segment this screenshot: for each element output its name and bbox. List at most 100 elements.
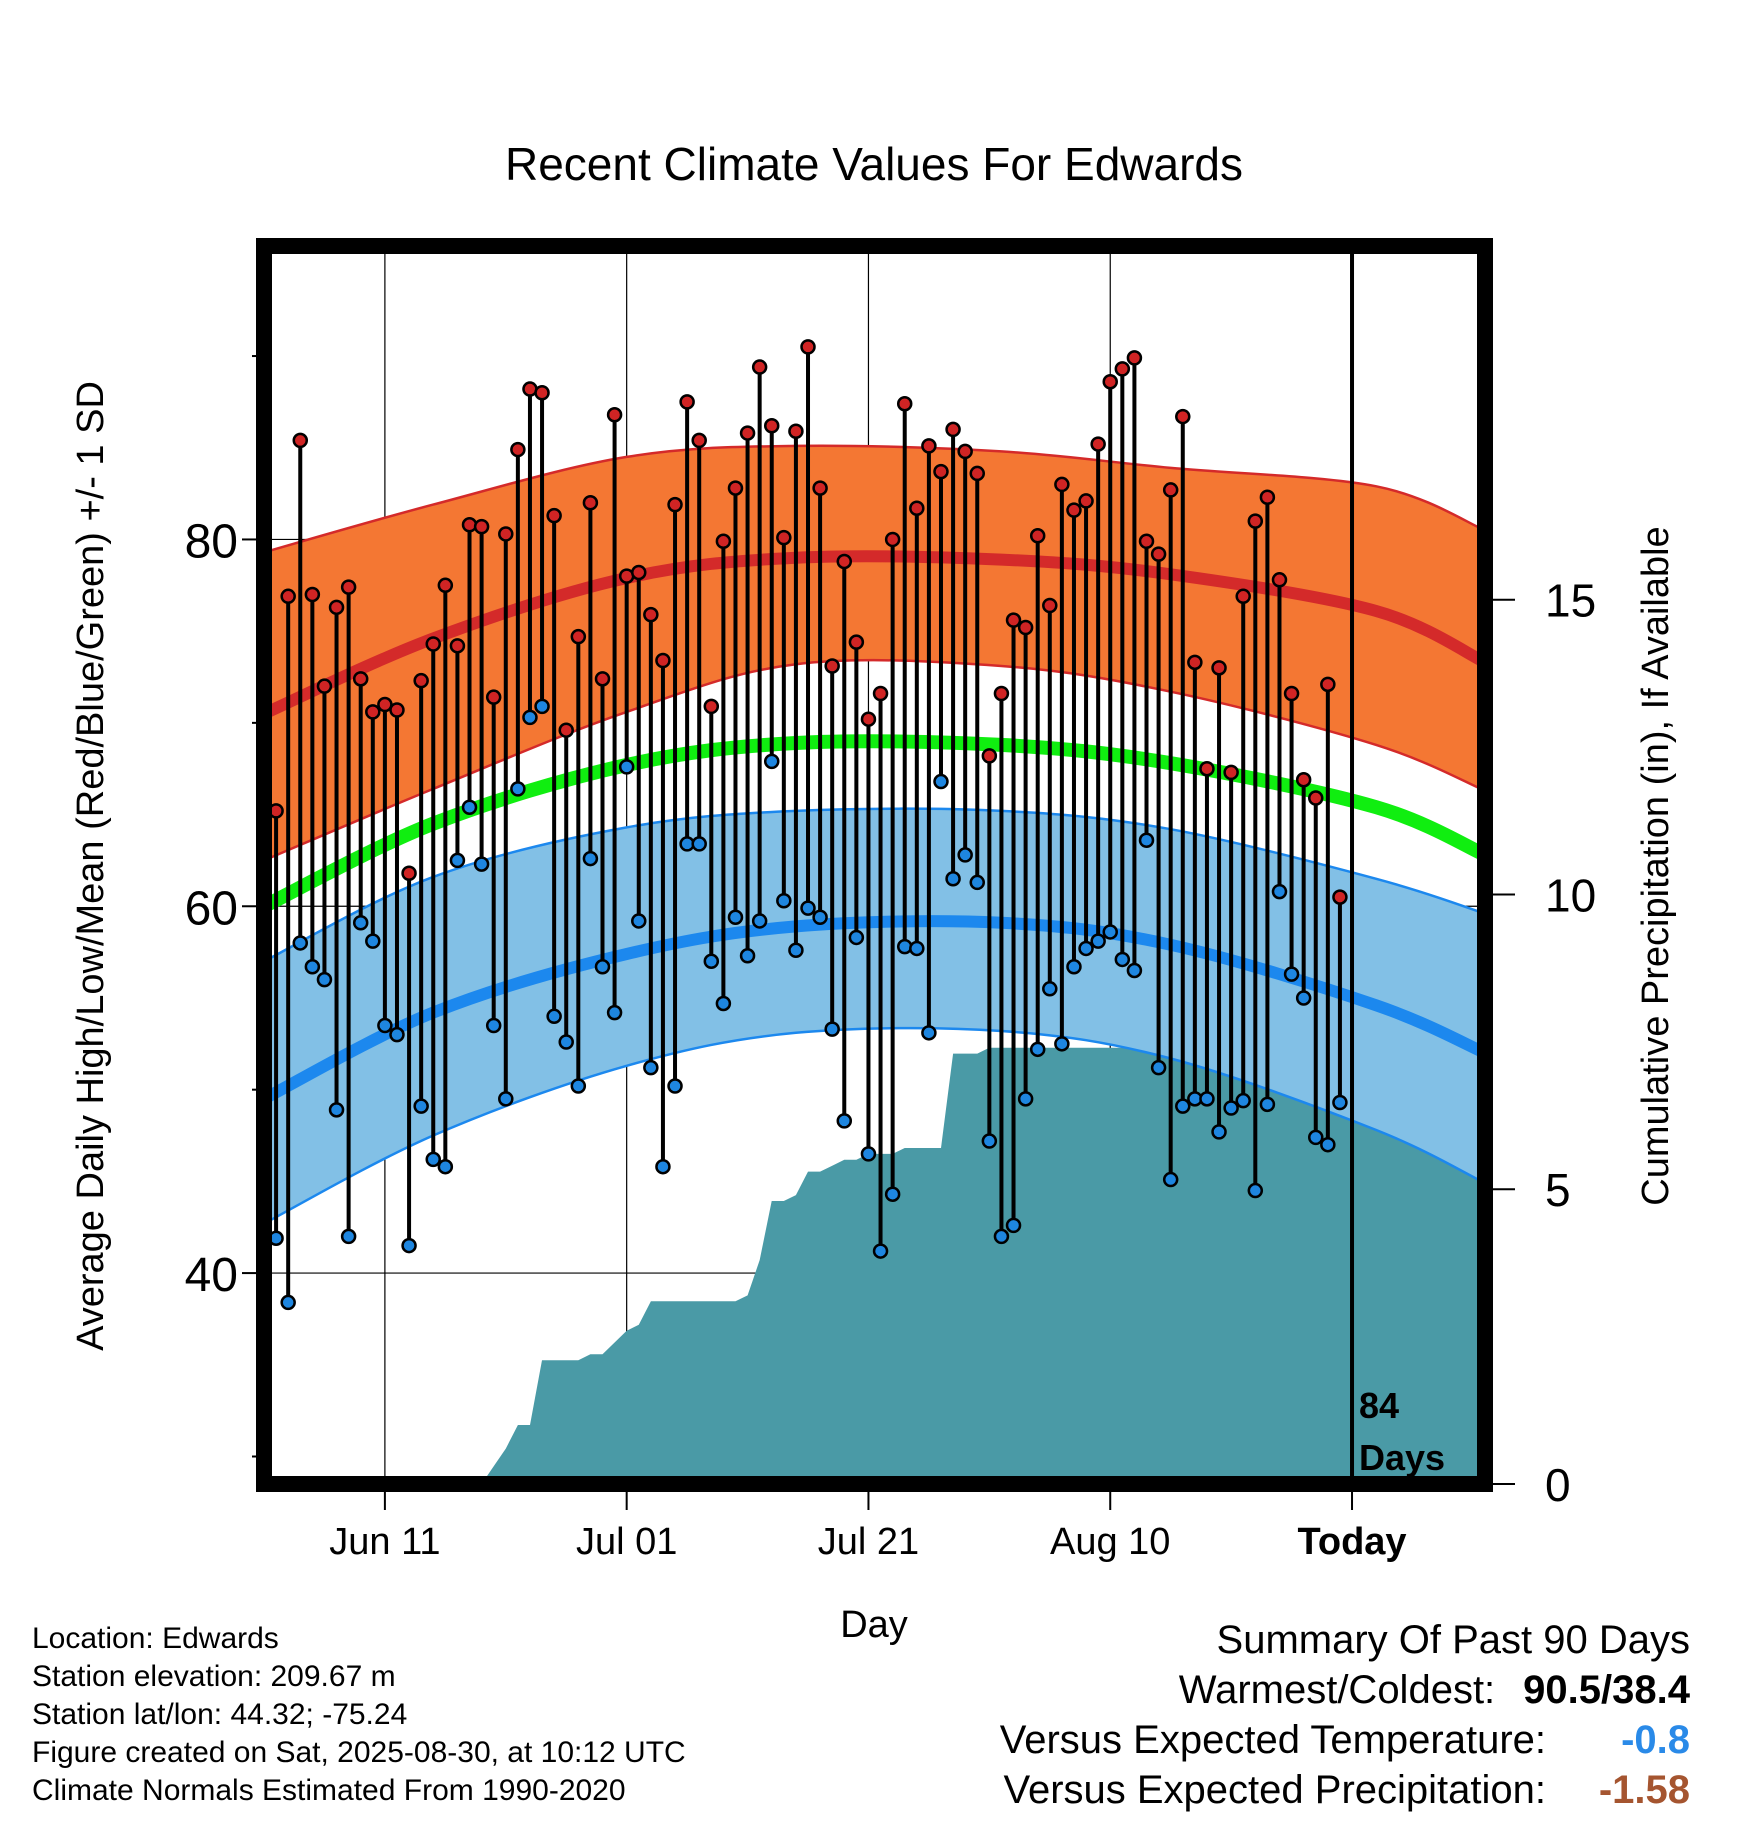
- normals-text: Climate Normals Estimated From 1990-2020: [32, 1774, 626, 1807]
- daily-high-point: [1271, 572, 1288, 588]
- daily-low-point: [1271, 883, 1288, 900]
- daily-high-point: [739, 425, 756, 441]
- daily-high-point: [933, 463, 949, 480]
- daily-low-point: [776, 893, 792, 909]
- daily-high-point: [304, 586, 321, 603]
- daily-low-point: [969, 874, 986, 891]
- daily-high-point: [1175, 408, 1191, 425]
- daily-high-point: [570, 628, 587, 645]
- daily-high-point: [340, 579, 357, 595]
- x-axis-label: Day: [840, 1604, 908, 1646]
- daily-low-point: [1090, 933, 1106, 949]
- days-unit-label: Days: [1359, 1437, 1445, 1478]
- daily-high-point: [945, 421, 961, 438]
- daily-high-point: [1162, 482, 1179, 498]
- daily-low-point: [896, 938, 913, 955]
- daily-high-point: [365, 704, 381, 720]
- daily-high-point: [461, 517, 478, 533]
- precipitation-area: [264, 953, 1485, 1484]
- daily-low-point: [316, 971, 333, 988]
- daily-low-point: [751, 913, 768, 929]
- y-tick-label: 40: [185, 1249, 238, 1302]
- daily-high-point: [401, 865, 417, 882]
- daily-low-point: [824, 1021, 840, 1037]
- daily-high-point: [1114, 361, 1131, 377]
- precip-value: -1.58: [1598, 1768, 1690, 1812]
- daily-high-point: [425, 636, 441, 652]
- y2-tick-label: 5: [1545, 1164, 1571, 1216]
- daily-low-point: [1175, 1098, 1191, 1114]
- daily-low-point: [1042, 981, 1058, 997]
- daily-low-point: [909, 940, 925, 957]
- daily-low-point: [691, 836, 707, 852]
- daily-low-point: [655, 1158, 671, 1175]
- daily-low-point: [352, 915, 369, 931]
- daily-low-point: [981, 1133, 998, 1149]
- daily-low-point: [522, 709, 538, 726]
- plot-clip-group: 84 Days: [264, 246, 1485, 1484]
- daily-low-point: [437, 1158, 454, 1175]
- daily-high-point: [1150, 546, 1167, 562]
- warm-cold-label: Warmest/Coldest:: [1178, 1668, 1496, 1712]
- daily-high-point: [413, 672, 429, 689]
- daily-high-point: [703, 698, 720, 715]
- daily-low-point: [425, 1151, 441, 1168]
- daily-low-point: [1295, 990, 1312, 1006]
- daily-low-point: [413, 1098, 429, 1114]
- daily-high-point: [836, 553, 853, 570]
- daily-high-point: [679, 394, 695, 410]
- x-tick-label: Aug 10: [1050, 1521, 1170, 1563]
- daily-high-point: [352, 671, 369, 687]
- daily-high-point: [534, 384, 550, 401]
- normal-high-band: [264, 444, 1485, 862]
- daily-high-point: [1017, 619, 1034, 636]
- daily-high-point: [1283, 685, 1300, 702]
- daily-high-point: [485, 689, 502, 705]
- daily-low-point: [788, 942, 804, 959]
- precip-label: Versus Expected Precipitation:: [1003, 1768, 1546, 1812]
- daily-high-point: [631, 564, 647, 581]
- daily-high-point: [316, 678, 333, 694]
- daily-high-point: [1078, 493, 1094, 509]
- daily-high-point: [594, 671, 611, 687]
- y-tick-label: 60: [185, 882, 238, 935]
- daily-high-point: [993, 685, 1010, 702]
- daily-low-point: [558, 1034, 574, 1050]
- chart-title: Recent Climate Values For Edwards: [505, 138, 1243, 190]
- daily-low-point: [872, 1243, 889, 1259]
- daily-high-point: [788, 423, 804, 439]
- daily-high-point: [1320, 676, 1336, 693]
- daily-low-point: [461, 799, 478, 815]
- daily-high-point: [896, 395, 913, 412]
- daily-high-point: [449, 638, 466, 654]
- daily-low-point: [485, 1017, 502, 1034]
- daily-high-point: [715, 533, 732, 550]
- daily-low-point: [1054, 1036, 1070, 1052]
- daily-high-point: [498, 526, 514, 542]
- y-tick-label: 80: [185, 515, 238, 568]
- daily-high-point: [389, 702, 405, 718]
- daily-low-point: [921, 1025, 937, 1041]
- x-tick-label: Jul 01: [576, 1521, 677, 1563]
- daily-high-point: [1066, 502, 1082, 518]
- daily-high-point: [824, 658, 840, 674]
- daily-low-point: [993, 1228, 1010, 1245]
- plot-frame: [256, 238, 1493, 1492]
- latlon-text: Station lat/lon: 44.32; -75.24: [32, 1698, 408, 1731]
- daily-low-point: [1150, 1059, 1167, 1076]
- daily-low-point: [328, 1102, 345, 1118]
- daily-high-point: [473, 518, 490, 535]
- daily-low-point: [292, 935, 309, 951]
- daily-low-point: [860, 1146, 877, 1162]
- days-count-label: 84: [1359, 1385, 1399, 1426]
- daily-low-point: [570, 1078, 587, 1094]
- daily-high-point: [860, 711, 877, 727]
- daily-high-point: [1247, 513, 1264, 529]
- temp-value: -0.8: [1621, 1718, 1690, 1762]
- daily-low-point: [1247, 1182, 1264, 1199]
- daily-low-point: [1211, 1124, 1227, 1140]
- daily-high-point: [1029, 528, 1046, 544]
- daily-high-point: [691, 432, 707, 449]
- elevation-text: Station elevation: 209.67 m: [32, 1660, 396, 1693]
- daily-low-point: [884, 1186, 901, 1202]
